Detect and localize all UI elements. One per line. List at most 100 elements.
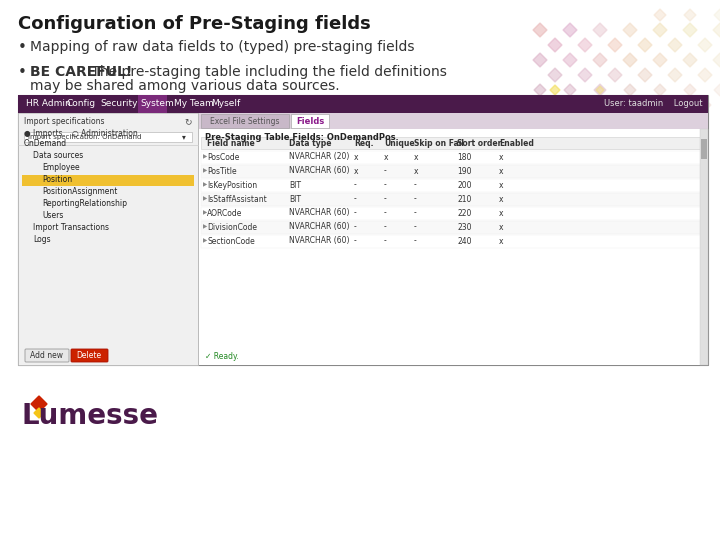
Polygon shape xyxy=(563,53,577,67)
Bar xyxy=(201,179,706,192)
Polygon shape xyxy=(31,396,47,412)
Text: BIT: BIT xyxy=(289,180,301,190)
Bar xyxy=(138,95,167,113)
Text: PositionAssignment: PositionAssignment xyxy=(42,187,117,197)
Polygon shape xyxy=(565,100,575,110)
Text: Field name: Field name xyxy=(207,138,255,147)
Bar xyxy=(201,165,706,178)
Text: ▶: ▶ xyxy=(203,168,207,173)
Polygon shape xyxy=(684,84,696,96)
Polygon shape xyxy=(593,23,607,37)
Text: HR Admin: HR Admin xyxy=(26,99,71,109)
Text: -: - xyxy=(354,194,356,204)
Text: User: taadmin    Logout: User: taadmin Logout xyxy=(603,99,702,109)
Text: PosCode: PosCode xyxy=(207,152,239,161)
Text: x: x xyxy=(499,194,503,204)
Polygon shape xyxy=(698,68,712,82)
Text: BE CAREFUL!: BE CAREFUL! xyxy=(30,65,132,79)
Polygon shape xyxy=(533,53,547,67)
Text: The pre-staging table including the field definitions: The pre-staging table including the fiel… xyxy=(87,65,447,79)
Polygon shape xyxy=(668,68,682,82)
Text: ✓ Ready.: ✓ Ready. xyxy=(205,352,239,361)
Text: Enabled: Enabled xyxy=(499,138,534,147)
Text: -: - xyxy=(384,166,387,176)
Text: PosTitle: PosTitle xyxy=(207,166,237,176)
Text: -: - xyxy=(414,222,417,232)
Text: x: x xyxy=(499,166,503,176)
Text: Users: Users xyxy=(42,212,63,220)
Text: 210: 210 xyxy=(457,194,472,204)
FancyBboxPatch shape xyxy=(25,349,69,362)
Text: -: - xyxy=(414,194,417,204)
Polygon shape xyxy=(653,53,667,67)
Polygon shape xyxy=(638,38,652,52)
Text: DivisionCode: DivisionCode xyxy=(207,222,257,232)
Bar xyxy=(201,114,289,128)
Polygon shape xyxy=(596,86,604,94)
Text: ▶: ▶ xyxy=(203,197,207,201)
Polygon shape xyxy=(714,84,720,96)
Text: NVARCHAR (60): NVARCHAR (60) xyxy=(289,222,349,232)
Text: Import specifications: Import specifications xyxy=(24,117,104,126)
Polygon shape xyxy=(548,68,562,82)
Polygon shape xyxy=(594,84,606,96)
Text: Import Transactions: Import Transactions xyxy=(33,224,109,233)
Text: x: x xyxy=(354,152,359,161)
Text: 240: 240 xyxy=(457,237,472,246)
Polygon shape xyxy=(579,99,591,111)
Bar xyxy=(18,95,708,113)
Polygon shape xyxy=(534,84,546,96)
Bar xyxy=(201,207,706,220)
Text: Lumesse: Lumesse xyxy=(22,402,159,430)
Bar xyxy=(291,114,329,128)
Polygon shape xyxy=(533,23,547,37)
Text: IsKeyPosition: IsKeyPosition xyxy=(207,180,257,190)
Text: -: - xyxy=(354,180,356,190)
Polygon shape xyxy=(713,53,720,67)
Text: -: - xyxy=(354,237,356,246)
Text: Employee: Employee xyxy=(42,164,80,172)
Bar xyxy=(201,193,706,206)
Text: Skip on Fail: Skip on Fail xyxy=(414,138,464,147)
Text: Delete: Delete xyxy=(76,351,102,360)
Polygon shape xyxy=(683,23,697,37)
Bar xyxy=(22,175,194,186)
Polygon shape xyxy=(593,53,607,67)
Bar xyxy=(24,132,192,142)
Polygon shape xyxy=(549,99,561,111)
Text: 190: 190 xyxy=(457,166,472,176)
Bar xyxy=(201,151,706,164)
Polygon shape xyxy=(668,38,682,52)
Text: Data type: Data type xyxy=(289,138,331,147)
Polygon shape xyxy=(654,84,666,96)
Polygon shape xyxy=(684,9,696,21)
Text: -: - xyxy=(384,222,387,232)
Text: -: - xyxy=(414,208,417,218)
Bar xyxy=(198,113,199,365)
Text: Req.: Req. xyxy=(354,138,374,147)
Bar xyxy=(701,139,707,159)
Text: ▾: ▾ xyxy=(182,132,186,141)
Text: NVARCHAR (20): NVARCHAR (20) xyxy=(289,152,349,161)
Polygon shape xyxy=(548,38,562,52)
Polygon shape xyxy=(669,99,681,111)
Text: ▶: ▶ xyxy=(203,211,207,215)
Text: may be shared among various data sources.: may be shared among various data sources… xyxy=(30,79,340,93)
Text: SectionCode: SectionCode xyxy=(207,237,255,246)
Bar xyxy=(201,235,706,248)
Text: BIT: BIT xyxy=(289,194,301,204)
Text: Mapping of raw data fields to (typed) pre-staging fields: Mapping of raw data fields to (typed) pr… xyxy=(30,40,415,54)
Text: Fields: Fields xyxy=(296,117,324,125)
Text: •: • xyxy=(18,65,27,80)
Text: OnDemand: OnDemand xyxy=(24,139,67,148)
Polygon shape xyxy=(624,84,636,96)
Text: Config: Config xyxy=(66,99,96,109)
Text: Position: Position xyxy=(42,176,72,185)
Polygon shape xyxy=(608,68,622,82)
Polygon shape xyxy=(550,85,560,95)
Text: -: - xyxy=(384,208,387,218)
Text: AORCode: AORCode xyxy=(207,208,243,218)
Text: Security: Security xyxy=(100,99,138,109)
Bar xyxy=(700,129,708,365)
Text: Add new: Add new xyxy=(30,351,63,360)
